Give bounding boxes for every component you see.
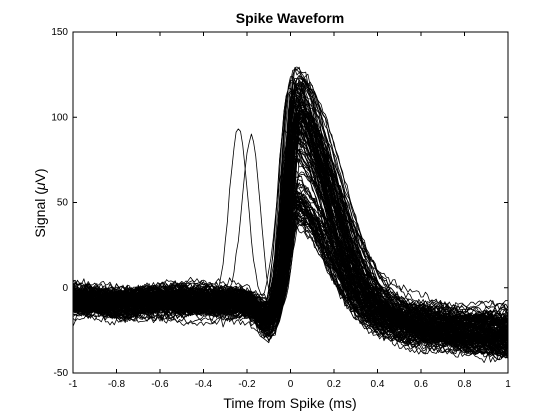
waveform-trace xyxy=(73,126,508,354)
x-tick-label: 0 xyxy=(288,379,294,390)
x-tick-label: -0.6 xyxy=(151,379,169,390)
waveform-trace xyxy=(73,199,508,342)
y-axis-label-mu: μ xyxy=(32,182,48,191)
waveform-trace xyxy=(73,107,508,343)
y-tick-label: 150 xyxy=(51,27,68,38)
waveform-trace xyxy=(73,113,508,339)
y-tick-label: 0 xyxy=(62,283,68,294)
x-tick-label: 0.4 xyxy=(371,379,385,390)
y-axis-label: Signal (μV) xyxy=(32,168,48,237)
x-tick-label: 0.6 xyxy=(414,379,428,390)
x-tick-label: 0.2 xyxy=(327,379,341,390)
waveform-trace xyxy=(73,173,508,355)
x-tick-label: -0.4 xyxy=(195,379,213,390)
waveform-trace xyxy=(73,99,508,352)
y-tick-label: 50 xyxy=(57,198,69,209)
waveform-trace xyxy=(73,118,508,339)
x-axis-ticks: -1 -0.8 -0.6 -0.4 -0.2 0 0.2 0.4 0.6 0.8 1 xyxy=(69,32,511,390)
waveform-trace xyxy=(73,146,508,355)
y-axis-ticks: -50 0 50 100 150 xyxy=(51,27,508,379)
waveform-trace xyxy=(73,110,508,325)
y-tick-label: -50 xyxy=(54,368,69,379)
x-tick-label: -0.2 xyxy=(238,379,256,390)
waveform-trace xyxy=(73,83,508,356)
y-tick-label: 100 xyxy=(51,112,68,123)
x-tick-label: -1 xyxy=(69,379,78,390)
y-axis-label-suffix: V) xyxy=(32,168,48,182)
x-tick-label: -0.8 xyxy=(108,379,126,390)
x-tick-label: 0.8 xyxy=(458,379,472,390)
chart-title: Spike Waveform xyxy=(236,10,344,26)
waveform-trace xyxy=(73,127,508,338)
y-axis-label-prefix: Signal ( xyxy=(32,190,48,238)
x-tick-label: 1 xyxy=(505,379,511,390)
trace-layer xyxy=(73,66,508,363)
x-axis-label: Time from Spike (ms) xyxy=(223,395,356,411)
